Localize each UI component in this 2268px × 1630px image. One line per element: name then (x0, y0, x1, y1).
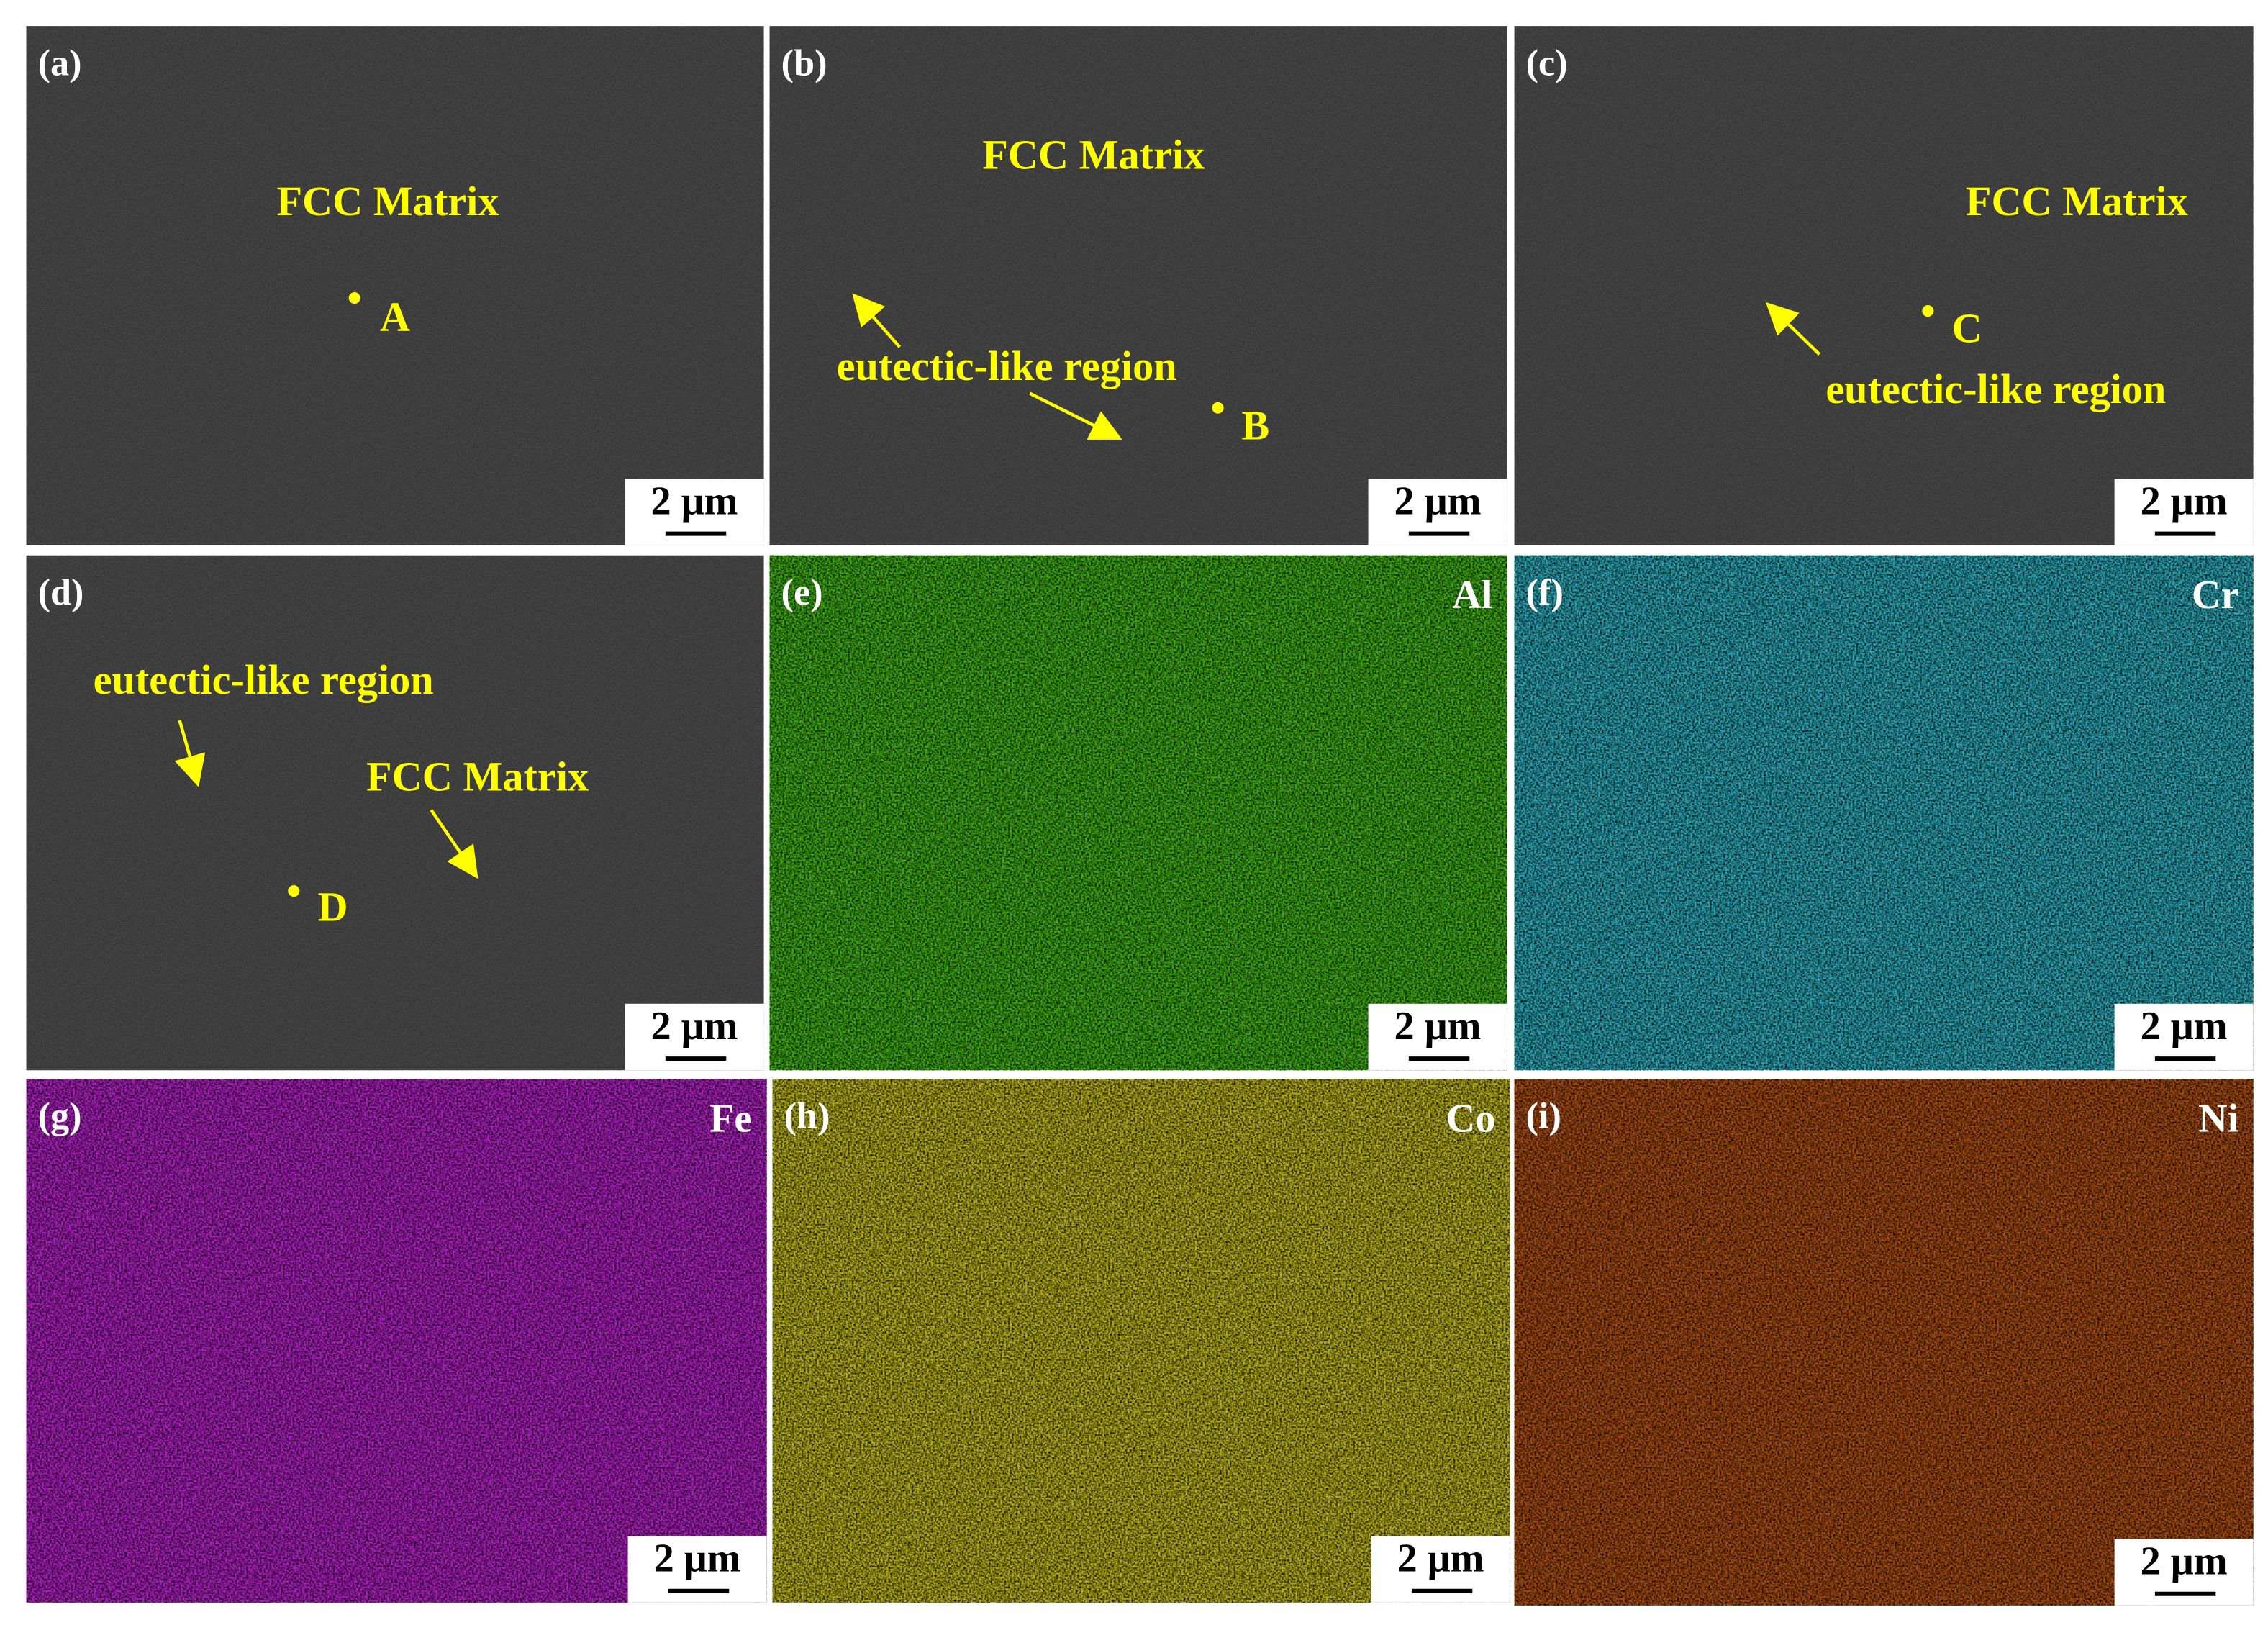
arrow (1029, 391, 1122, 440)
eds-noise (1514, 1079, 2254, 1606)
annotation: eutectic-like region (837, 343, 1177, 389)
panel-label: (c) (1526, 42, 1568, 83)
scale-bar-label: 2 μm (1394, 1004, 1482, 1049)
panel-label: (d) (38, 571, 84, 613)
scale-bar-label: 2 μm (2141, 1004, 2228, 1049)
eds-noise (26, 1079, 767, 1603)
element-label: Co (1446, 1096, 1496, 1141)
arrow (1765, 302, 1821, 356)
arrow (430, 809, 478, 879)
panel: (d) eutectic-like region FCC Matrix D 2 μm (26, 555, 764, 1071)
scale-bar-label: 2 μm (1394, 479, 1482, 523)
panel: (e) Al 2 μm (769, 555, 1507, 1071)
element-label: Cr (2192, 573, 2239, 617)
sem-noise (26, 555, 764, 1071)
element-label: Al (1452, 573, 1492, 617)
annotation: FCC Matrix (276, 178, 499, 225)
point-marker (288, 884, 300, 897)
annotation: B (1241, 402, 1269, 448)
annotation: FCC Matrix (366, 753, 589, 800)
point-marker (348, 291, 360, 304)
panel-label: (b) (781, 42, 827, 83)
annotation: eutectic-like region (94, 656, 434, 703)
eds-noise (769, 555, 1507, 1071)
panel: (a) FCC Matrix A 2 μm (26, 26, 764, 545)
panel: (b) FCC Matrix eutectic-like region B 2 μm (769, 26, 1507, 545)
sem-noise (769, 26, 1507, 545)
scale-bar-label: 2 μm (654, 1536, 741, 1580)
eds-noise (1514, 555, 2254, 1071)
element-label: Ni (2198, 1096, 2238, 1141)
scale-bar-label: 2 μm (2141, 479, 2228, 523)
sem-noise (1514, 26, 2254, 545)
point-marker (1922, 305, 1934, 317)
sem-noise (26, 26, 764, 545)
annotation: A (380, 294, 410, 340)
panel-label: (e) (781, 571, 823, 613)
arrow (174, 720, 206, 787)
panel-label: (a) (38, 42, 82, 83)
element-label: Fe (709, 1096, 752, 1141)
annotation: FCC Matrix (1966, 178, 2188, 225)
annotation: D (318, 884, 348, 931)
panel-label: (i) (1526, 1095, 1561, 1137)
panel: (f) Cr 2 μm (1514, 555, 2254, 1071)
annotation: eutectic-like region (1825, 366, 2166, 412)
panel-label: (f) (1526, 571, 1564, 613)
panel-label: (h) (784, 1095, 830, 1137)
panel: (i) Ni 2 μm (1514, 1079, 2254, 1606)
scale-bar-label: 2 μm (1397, 1536, 1484, 1580)
panel-label: (g) (38, 1095, 82, 1137)
annotation: FCC Matrix (982, 131, 1205, 178)
panel: (h) Co 2 μm (772, 1079, 1510, 1603)
scale-bar-label: 2 μm (651, 1004, 738, 1049)
scale-bar-label: 2 μm (651, 479, 738, 523)
eds-noise (772, 1079, 1510, 1603)
scale-bar-label: 2 μm (2141, 1539, 2228, 1583)
annotation: C (1952, 305, 1982, 352)
arrow (852, 293, 902, 348)
panel: (g) Fe 2 μm (26, 1079, 767, 1603)
point-marker (1212, 402, 1224, 414)
